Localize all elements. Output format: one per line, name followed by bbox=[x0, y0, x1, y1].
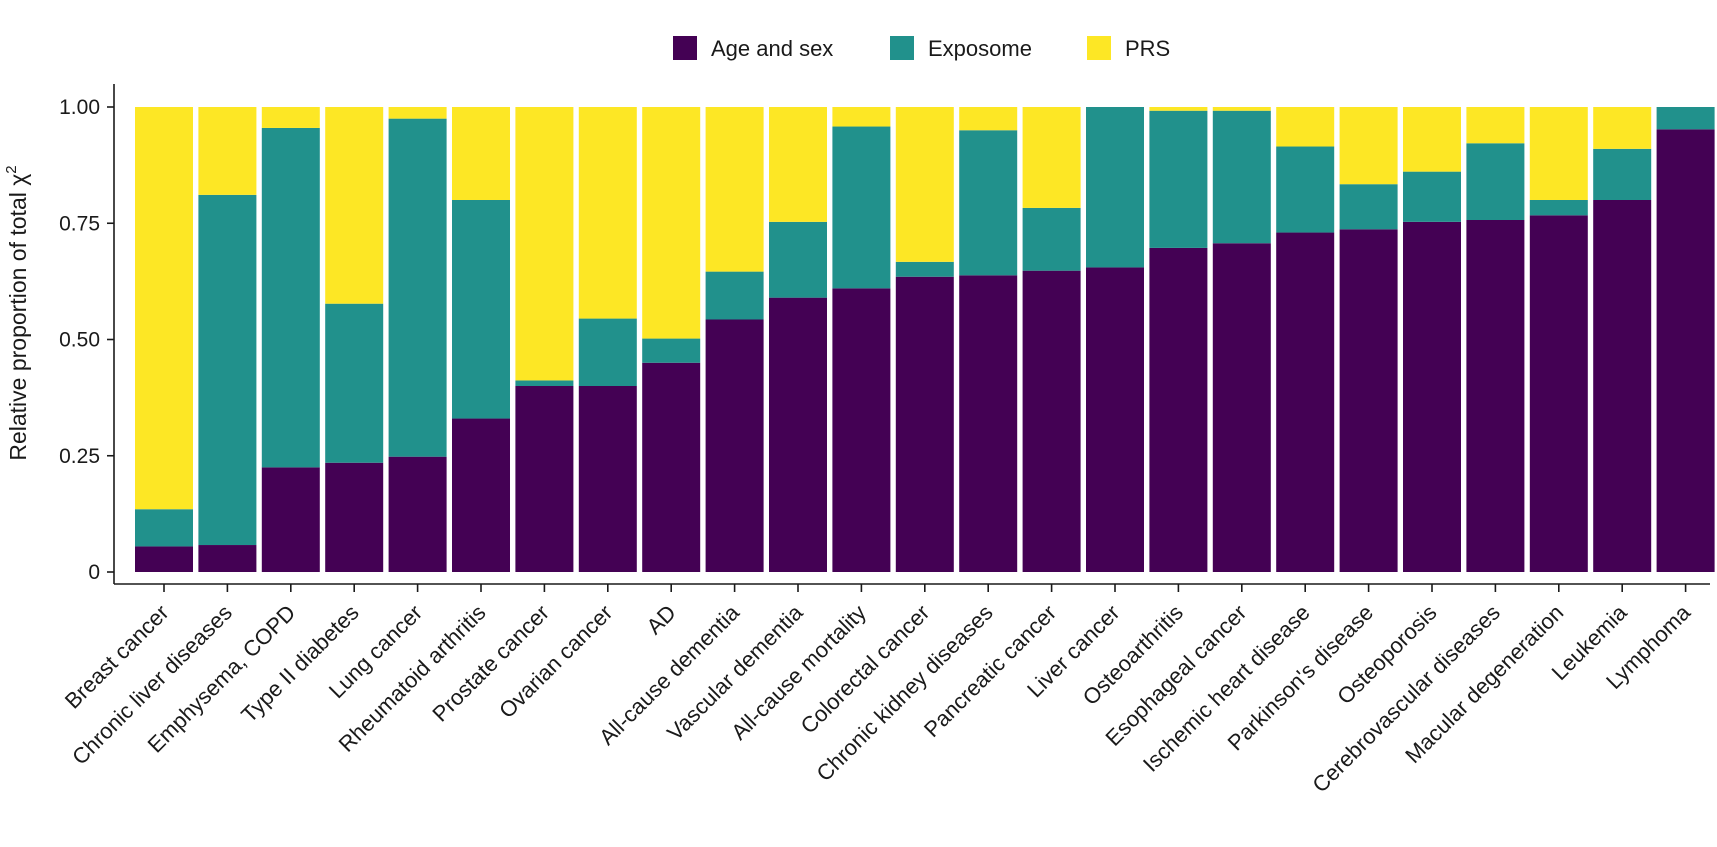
x-tick-label-ovarian-cancer: Ovarian cancer bbox=[494, 600, 617, 723]
y-tick-label: 1.00 bbox=[59, 96, 100, 119]
bar-segment-prs-6 bbox=[515, 107, 574, 381]
bar-segment-age-and-sex-16 bbox=[1149, 247, 1208, 572]
y-axis-title-superscript: 2 bbox=[3, 165, 20, 173]
y-tick-label: 0.75 bbox=[59, 212, 100, 235]
x-tick-label-prostate-cancer: Prostate cancer bbox=[427, 600, 554, 727]
bar-segment-age-and-sex-14 bbox=[1022, 270, 1081, 572]
bar-segment-prs-22 bbox=[1529, 107, 1588, 200]
y-axis-title: Relative proportion of total χ2 bbox=[3, 165, 31, 460]
bar-segment-age-and-sex-4 bbox=[388, 456, 447, 572]
bar-segment-exposome-20 bbox=[1403, 171, 1461, 222]
bar-segment-age-and-sex-2 bbox=[261, 467, 320, 573]
bar-segment-prs-10 bbox=[769, 107, 827, 222]
bar-segment-prs-23 bbox=[1593, 107, 1652, 149]
bar-segment-exposome-8 bbox=[642, 338, 701, 363]
bar-segment-exposome-18 bbox=[1276, 146, 1335, 233]
legend: Age and sex Exposome PRS bbox=[673, 36, 1170, 61]
bar-segment-exposome-3 bbox=[325, 303, 384, 463]
bar-segment-age-and-sex-19 bbox=[1339, 229, 1398, 573]
legend-swatch-prs bbox=[1087, 36, 1111, 60]
bar-segment-prs-16 bbox=[1149, 107, 1208, 111]
bar-segment-prs-11 bbox=[832, 107, 891, 127]
bar-segment-exposome-14 bbox=[1022, 207, 1081, 271]
bar-segment-age-and-sex-18 bbox=[1276, 232, 1335, 573]
bar-segment-exposome-9 bbox=[705, 271, 764, 320]
bar-segment-exposome-24 bbox=[1656, 107, 1715, 130]
bar-segment-age-and-sex-22 bbox=[1529, 215, 1588, 572]
bar-segment-exposome-22 bbox=[1529, 200, 1588, 216]
y-tick-label: 0 bbox=[88, 561, 100, 584]
bar-segment-prs-20 bbox=[1403, 107, 1461, 172]
y-ticks: 0 0.25 0.50 0.75 1.00 bbox=[59, 96, 114, 584]
bar-segment-age-and-sex-11 bbox=[832, 288, 891, 572]
bar-segment-prs-14 bbox=[1022, 107, 1081, 208]
x-tick-label-ad: AD bbox=[641, 600, 680, 639]
bar-segment-prs-9 bbox=[705, 107, 764, 272]
bar-segment-exposome-11 bbox=[832, 126, 891, 289]
legend-label-age-and-sex: Age and sex bbox=[711, 36, 833, 61]
bar-segment-exposome-23 bbox=[1593, 148, 1652, 200]
y-tick-label: 0.25 bbox=[59, 445, 100, 468]
bar-segment-age-and-sex-21 bbox=[1466, 220, 1525, 572]
bar-segment-prs-7 bbox=[578, 107, 637, 319]
bar-segment-exposome-7 bbox=[578, 318, 637, 386]
bar-segment-prs-13 bbox=[959, 107, 1018, 131]
bar-segment-age-and-sex-20 bbox=[1403, 221, 1461, 573]
bar-segment-exposome-4 bbox=[388, 118, 447, 457]
bar-segment-prs-2 bbox=[261, 107, 320, 128]
bar-segment-age-and-sex-10 bbox=[769, 297, 827, 572]
bar-segment-exposome-5 bbox=[452, 200, 510, 419]
bar-segment-age-and-sex-9 bbox=[705, 319, 764, 572]
axes bbox=[113, 84, 1710, 585]
bar-segment-prs-8 bbox=[642, 107, 701, 339]
bar-segment-age-and-sex-0 bbox=[135, 546, 193, 572]
bar-segment-exposome-21 bbox=[1466, 143, 1525, 220]
bar-segment-prs-21 bbox=[1466, 107, 1525, 144]
y-axis-title-text: Relative proportion of total χ bbox=[5, 174, 31, 461]
bar-segment-prs-3 bbox=[325, 107, 384, 304]
bar-segment-age-and-sex-17 bbox=[1212, 243, 1271, 572]
bar-segment-prs-18 bbox=[1276, 107, 1335, 147]
bar-segment-exposome-2 bbox=[261, 127, 320, 468]
bar-segment-age-and-sex-23 bbox=[1593, 200, 1652, 572]
bar-segment-exposome-6 bbox=[515, 380, 574, 386]
bar-segment-prs-12 bbox=[895, 107, 954, 262]
legend-label-exposome: Exposome bbox=[928, 36, 1032, 61]
bar-segment-prs-19 bbox=[1339, 107, 1398, 185]
bar-segment-exposome-17 bbox=[1212, 110, 1271, 244]
bar-segment-age-and-sex-3 bbox=[325, 462, 384, 572]
y-tick-label: 0.50 bbox=[59, 329, 100, 352]
bars bbox=[135, 107, 1715, 573]
bar-segment-prs-4 bbox=[388, 107, 447, 119]
bar-segment-exposome-19 bbox=[1339, 184, 1398, 230]
bar-segment-exposome-0 bbox=[135, 509, 193, 547]
bar-segment-exposome-1 bbox=[198, 194, 257, 546]
bar-segment-exposome-13 bbox=[959, 130, 1018, 276]
legend-swatch-exposome bbox=[890, 36, 914, 60]
bar-segment-prs-17 bbox=[1212, 107, 1271, 111]
bar-segment-prs-1 bbox=[198, 107, 257, 195]
legend-label-prs: PRS bbox=[1125, 36, 1170, 61]
bar-segment-prs-0 bbox=[135, 107, 193, 510]
bar-segment-exposome-10 bbox=[769, 221, 827, 298]
bar-segment-age-and-sex-12 bbox=[895, 276, 954, 572]
bar-segment-age-and-sex-1 bbox=[198, 545, 257, 572]
bar-segment-age-and-sex-5 bbox=[452, 418, 510, 572]
bar-segment-age-and-sex-24 bbox=[1656, 129, 1715, 572]
bar-segment-prs-5 bbox=[452, 107, 510, 200]
bar-segment-age-and-sex-13 bbox=[959, 275, 1018, 572]
legend-swatch-age-and-sex bbox=[673, 36, 697, 60]
bar-segment-age-and-sex-15 bbox=[1086, 267, 1144, 572]
bar-segment-exposome-15 bbox=[1086, 107, 1144, 268]
bar-segment-exposome-12 bbox=[895, 261, 954, 277]
bar-segment-age-and-sex-7 bbox=[578, 386, 637, 572]
bar-segment-exposome-16 bbox=[1149, 110, 1208, 248]
bar-segment-age-and-sex-8 bbox=[642, 362, 701, 572]
bar-segment-age-and-sex-6 bbox=[515, 386, 574, 572]
